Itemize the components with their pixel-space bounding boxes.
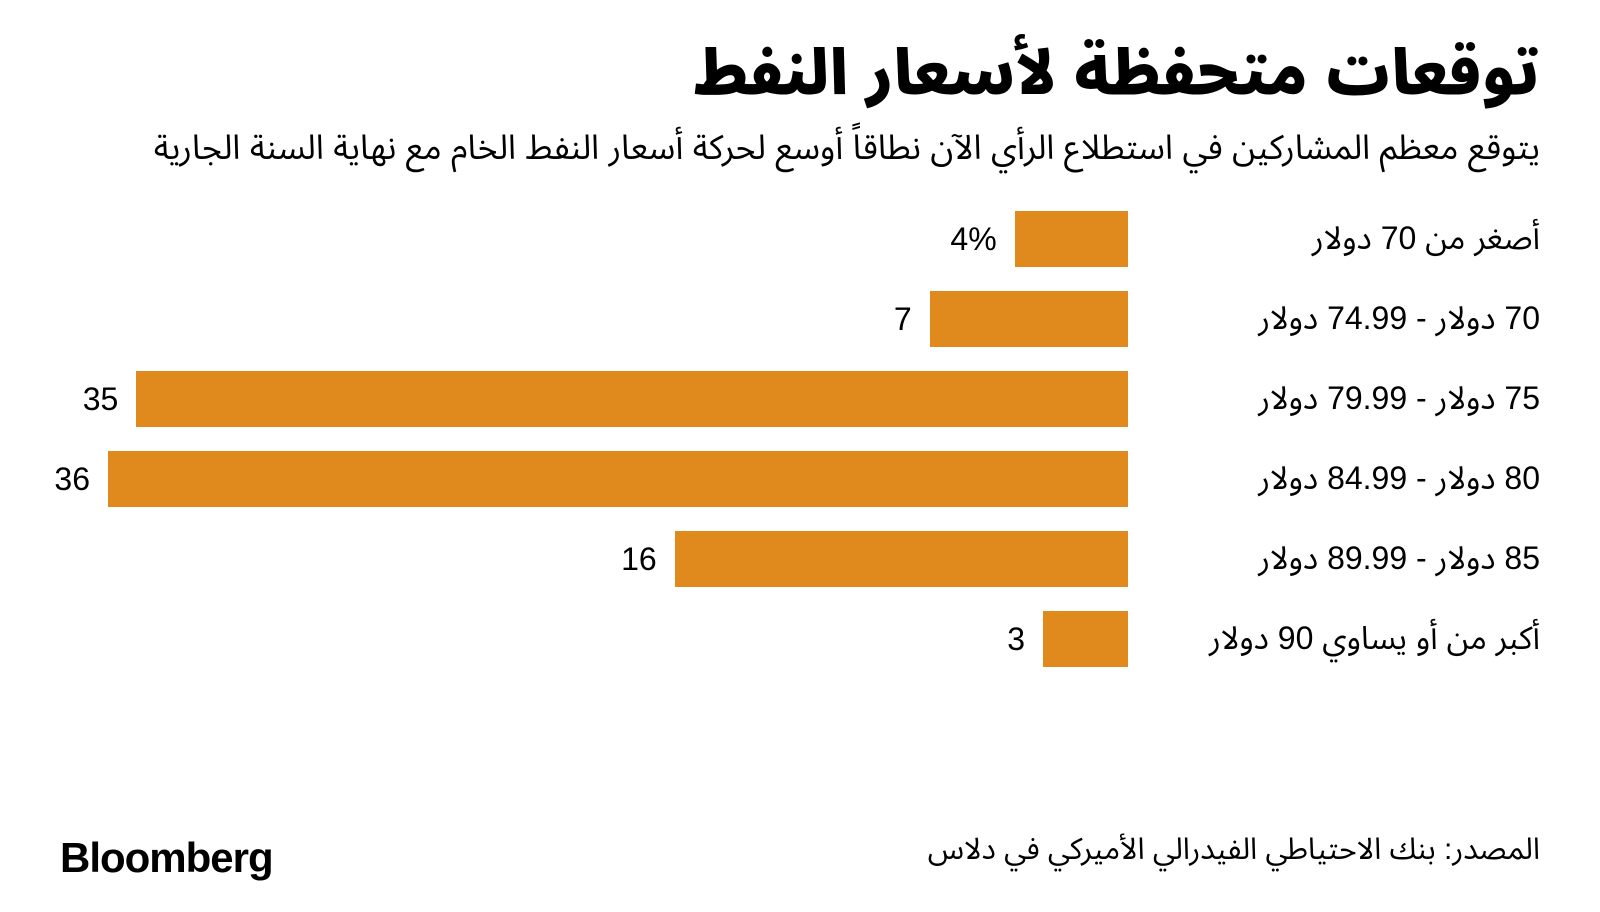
bar bbox=[930, 291, 1128, 347]
bar-row: 75 دولار - 79.99 دولار 35 bbox=[60, 370, 1540, 428]
value-label: 35 bbox=[83, 381, 119, 418]
bar-zone: 4% bbox=[60, 211, 1128, 267]
category-label: 85 دولار - 89.99 دولار bbox=[1128, 525, 1540, 593]
bar-row: أصغر من 70 دولار 4% bbox=[60, 210, 1540, 268]
value-label: 36 bbox=[54, 461, 90, 498]
bar-zone: 7 bbox=[60, 291, 1128, 347]
bar-row: 80 دولار - 84.99 دولار 36 bbox=[60, 450, 1540, 508]
bar bbox=[1015, 211, 1128, 267]
category-label: أصغر من 70 دولار bbox=[1128, 205, 1540, 273]
bar-chart: أصغر من 70 دولار 4% 70 دولار - 74.99 دول… bbox=[60, 210, 1540, 789]
bar bbox=[1043, 611, 1128, 667]
chart-footer: المصدر: بنك الاحتياطي الفيدرالي الأميركي… bbox=[60, 819, 1540, 882]
bar-row: أكبر من أو يساوي 90 دولار 3 bbox=[60, 610, 1540, 668]
bar-zone: 3 bbox=[60, 611, 1128, 667]
chart-title: توقعات متحفظة لأسعار النفط bbox=[60, 40, 1540, 108]
value-label: 16 bbox=[621, 541, 657, 578]
chart-subtitle: يتوقع معظم المشاركين في استطلاع الرأي ال… bbox=[60, 126, 1540, 170]
category-label: أكبر من أو يساوي 90 دولار bbox=[1128, 605, 1540, 673]
value-label: 7 bbox=[894, 301, 912, 338]
value-label: 3 bbox=[1007, 621, 1025, 658]
category-label: 70 دولار - 74.99 دولار bbox=[1128, 285, 1540, 353]
bar bbox=[136, 371, 1128, 427]
bar-row: 70 دولار - 74.99 دولار 7 bbox=[60, 290, 1540, 348]
bar-zone: 35 bbox=[60, 371, 1128, 427]
brand-logo: Bloomberg bbox=[60, 834, 273, 882]
bar bbox=[675, 531, 1128, 587]
category-label: 80 دولار - 84.99 دولار bbox=[1128, 445, 1540, 513]
source-label: المصدر: بنك الاحتياطي الفيدرالي الأميركي… bbox=[928, 819, 1540, 882]
chart-container: توقعات متحفظة لأسعار النفط يتوقع معظم ال… bbox=[0, 0, 1600, 912]
bar bbox=[108, 451, 1128, 507]
bar-zone: 16 bbox=[60, 531, 1128, 587]
bar-zone: 36 bbox=[54, 451, 1128, 507]
category-label: 75 دولار - 79.99 دولار bbox=[1128, 365, 1540, 433]
bar-row: 85 دولار - 89.99 دولار 16 bbox=[60, 530, 1540, 588]
value-label: 4% bbox=[950, 221, 996, 258]
